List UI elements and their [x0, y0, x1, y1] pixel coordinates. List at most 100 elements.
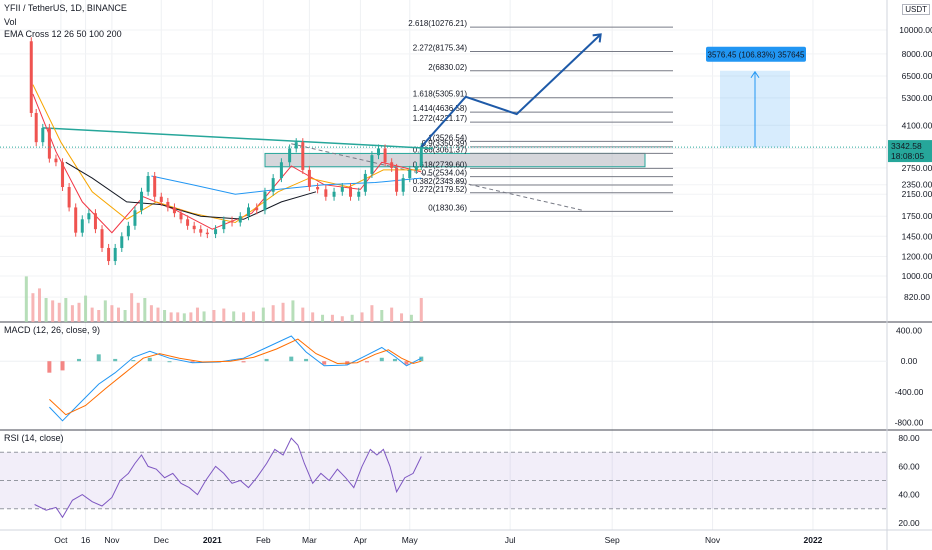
fib-level-label: 1.618(5305.91)	[413, 90, 468, 99]
candle-body	[140, 191, 144, 211]
macd-title: MACD (12, 26, close, 9)	[4, 325, 101, 335]
fib-level-label: 0.9(3350.39)	[422, 139, 468, 148]
candle-body	[107, 247, 111, 262]
candle-body	[294, 142, 298, 149]
rsi-line	[34, 437, 422, 519]
price-tag-box	[888, 140, 932, 163]
volume-bar	[149, 305, 153, 322]
candle-body	[113, 247, 117, 262]
macd-axis-tick: -400.00	[895, 387, 924, 397]
price-tag-value: 3342.58	[891, 141, 922, 151]
projection-path	[420, 33, 602, 148]
measure-label-box	[706, 46, 806, 62]
candle-body	[54, 158, 58, 163]
price-axis-tick: 10000.00	[899, 25, 932, 35]
candle-body	[179, 213, 183, 220]
candle-body	[263, 191, 267, 211]
volume-bar	[419, 298, 423, 322]
volume-bar	[271, 305, 275, 322]
candle-body	[214, 229, 218, 235]
rsi-axis-tick: 80.00	[898, 433, 920, 443]
price-axis-tick: 820.00	[904, 292, 930, 302]
macd-histogram-bar	[379, 357, 384, 362]
fib-level-label: 0.382(2343.89)	[413, 177, 468, 186]
measure-label-text: 3576.45 (106.83%) 357645	[708, 50, 806, 59]
macd-histogram-bar	[364, 361, 369, 363]
candle-body	[93, 213, 97, 230]
volume-bar	[212, 310, 216, 322]
candle-body	[301, 142, 305, 170]
volume-bar	[163, 310, 167, 322]
volume-bar	[301, 307, 305, 322]
volume-bar	[242, 312, 246, 322]
volume-bar	[90, 307, 94, 322]
rsi-title: RSI (14, close)	[4, 433, 64, 443]
volume-bar	[321, 314, 325, 322]
time-axis-tick: 2022	[803, 535, 822, 545]
candle-body	[395, 167, 399, 192]
price-axis-tick: 8000.00	[902, 49, 932, 59]
volume-bar	[176, 312, 180, 322]
candle-body	[87, 213, 91, 220]
candle-body	[41, 127, 45, 143]
candle-body	[126, 225, 130, 237]
price-axis-tick: 5300.00	[902, 93, 932, 103]
time-axis-tick: Oct	[54, 535, 68, 545]
volume-bar	[44, 298, 48, 322]
candle-body	[332, 191, 336, 197]
candle-body	[288, 148, 292, 163]
candle-body	[414, 166, 418, 170]
projection-arrowhead	[592, 33, 602, 43]
volume-bar	[340, 316, 344, 322]
volume-bar	[390, 307, 394, 322]
candle-body	[29, 41, 33, 113]
volume-bar	[182, 313, 186, 322]
candle-body	[34, 112, 38, 143]
candle-body	[271, 178, 275, 192]
candle-body	[205, 232, 209, 235]
fib-level-label: 0.5(2534.04)	[422, 169, 468, 178]
candle-body	[61, 162, 65, 188]
candle-body	[100, 229, 104, 248]
candle-body	[408, 169, 412, 179]
volume-bar	[31, 293, 35, 322]
time-axis-tick: Mar	[302, 535, 317, 545]
volume-bar	[202, 311, 206, 322]
volume-bar	[130, 293, 134, 322]
macd-histogram-bar	[47, 361, 52, 373]
rsi-axis-tick: 40.00	[898, 490, 920, 500]
ema-cross-label: EMA Cross 12 26 50 100 200	[4, 29, 122, 39]
candle-body	[363, 173, 367, 192]
macd-line	[49, 335, 422, 422]
macd-histogram-bar	[147, 357, 152, 362]
macd-histogram-bar	[167, 361, 172, 363]
candle-body	[222, 220, 226, 230]
candle-body	[390, 162, 394, 168]
time-axis-tick: Nov	[104, 535, 120, 545]
price-axis-tick: 2750.00	[902, 163, 932, 173]
currency-tag[interactable]: USDT	[902, 4, 930, 15]
macd-histogram-bar	[60, 361, 65, 371]
macd-line	[49, 338, 422, 416]
fib-level-label: 1.414(4636.58)	[413, 104, 468, 113]
volume-bar	[116, 307, 120, 322]
volume-bar	[291, 300, 295, 322]
volume-bar	[409, 314, 413, 322]
macd-histogram-bar	[404, 361, 409, 365]
volume-bar	[380, 310, 384, 322]
candle-body	[246, 207, 250, 217]
candle-body	[349, 187, 353, 197]
macd-histogram-bar	[190, 361, 195, 363]
resistance-trendline	[42, 127, 433, 150]
time-axis-tick: Dec	[154, 535, 170, 545]
volume-bar	[195, 307, 199, 322]
volume-bar	[64, 298, 68, 322]
volume-bar	[281, 302, 285, 322]
fib-level-label: 1(3526.54)	[428, 133, 467, 142]
time-axis-tick: Feb	[256, 535, 271, 545]
macd-histogram-bar	[264, 358, 269, 362]
candle-body	[307, 169, 311, 188]
rsi-axis-tick: 60.00	[898, 461, 920, 471]
candle-body	[279, 162, 283, 179]
